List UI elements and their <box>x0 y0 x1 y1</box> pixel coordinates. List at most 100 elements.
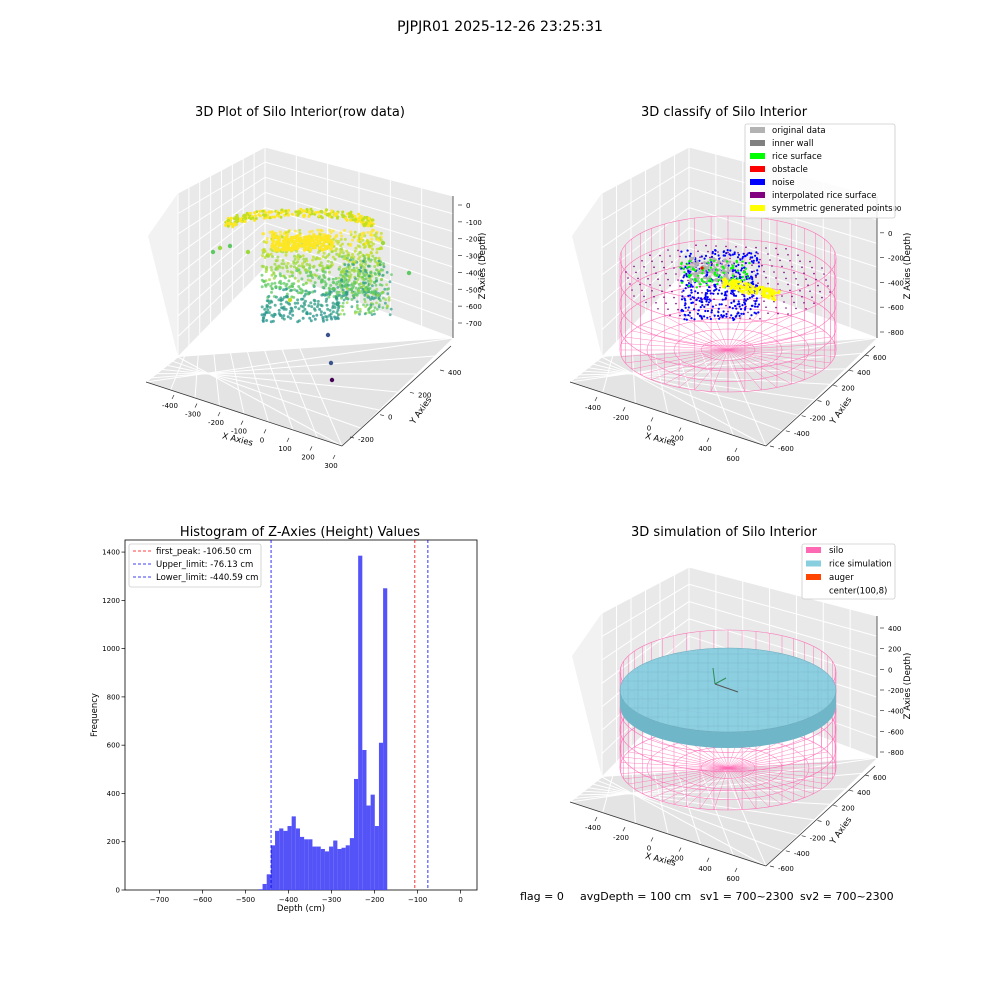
data-point <box>366 231 370 234</box>
y-tick-label: -600 <box>778 865 794 873</box>
noise-point <box>730 314 733 317</box>
data-point <box>354 277 357 281</box>
interpolated-point <box>627 277 629 279</box>
interpolated-point <box>755 246 757 249</box>
noise-point <box>737 271 740 274</box>
rice-surface-point <box>731 264 734 267</box>
interpolated-point <box>717 251 719 253</box>
data-point <box>321 255 325 259</box>
data-point <box>281 258 285 262</box>
data-point <box>345 292 349 295</box>
legend-swatch <box>750 205 765 211</box>
data-point <box>292 265 296 269</box>
data-point <box>308 230 312 234</box>
data-point <box>243 220 247 223</box>
grid-line <box>194 334 201 399</box>
noise-point <box>731 270 734 273</box>
histogram-bar <box>324 851 330 890</box>
interpolated-point <box>759 258 761 261</box>
outlier-point <box>325 332 331 338</box>
x-tick <box>217 411 221 417</box>
data-point <box>349 258 352 262</box>
data-point <box>308 240 312 245</box>
data-point <box>305 262 309 266</box>
data-point <box>308 264 312 268</box>
data-point <box>333 257 337 261</box>
data-point <box>318 307 322 311</box>
data-point <box>367 307 371 310</box>
data-point <box>295 249 299 253</box>
data-point <box>286 301 290 305</box>
rice-side <box>620 690 836 748</box>
z-tick-label: -400 <box>888 708 904 716</box>
noise-point <box>696 312 700 315</box>
interpolated-point <box>793 301 795 304</box>
original-point <box>706 277 709 281</box>
z-tick-label: 400 <box>888 625 901 633</box>
p1-axes-box <box>145 146 454 447</box>
interpolated-point <box>769 259 771 261</box>
data-point <box>360 285 363 289</box>
data-point <box>270 230 274 234</box>
data-point <box>308 316 312 320</box>
data-point <box>329 315 333 319</box>
noise-point <box>713 314 716 317</box>
x-tick-label: -400 <box>585 824 601 832</box>
data-point <box>282 314 286 318</box>
data-point <box>293 254 296 258</box>
noise-point <box>736 312 739 315</box>
interpolated-point <box>729 257 731 260</box>
data-point <box>372 293 376 296</box>
original-point <box>726 266 730 270</box>
data-point <box>373 312 376 316</box>
noise-point <box>727 264 730 267</box>
symmetric-point <box>742 291 746 295</box>
histogram-bar <box>283 830 288 890</box>
panel-histogram: Histogram of Z-Axies (Height) Values −70… <box>90 525 478 914</box>
data-point <box>341 291 345 295</box>
data-point <box>367 257 370 261</box>
grid-line <box>674 282 734 436</box>
noise-point <box>680 298 684 301</box>
data-point <box>316 228 320 232</box>
y-tick-label: 0 <box>388 414 392 422</box>
grid-line <box>601 618 878 684</box>
data-point <box>290 309 294 313</box>
data-point <box>284 209 288 213</box>
noise-point <box>724 298 727 301</box>
noise-point <box>685 272 688 275</box>
interpolated-point <box>651 260 653 263</box>
data-point <box>358 310 362 313</box>
data-point <box>342 298 346 302</box>
data-point <box>285 266 289 270</box>
data-point <box>298 255 302 259</box>
data-point <box>286 269 290 273</box>
x-tick <box>678 847 682 852</box>
y-tick-label: 400 <box>448 369 461 377</box>
noise-point <box>716 292 720 295</box>
data-point <box>324 315 328 319</box>
interpolated-point <box>633 295 635 297</box>
original-point <box>713 278 716 282</box>
data-point <box>302 257 306 261</box>
interpolated-point <box>699 286 701 288</box>
y-tick-label: 0 <box>826 400 830 408</box>
data-point <box>233 223 236 226</box>
symmetric-point <box>770 297 774 301</box>
data-point <box>371 247 374 251</box>
data-point <box>293 257 297 261</box>
symmetric-point <box>731 286 735 289</box>
data-point <box>323 311 326 315</box>
z-tick-label: -400 <box>888 279 904 287</box>
figure-suptitle: PJPJR01 2025-12-26 23:25:31 <box>397 19 603 35</box>
data-point <box>277 308 281 312</box>
data-point <box>347 253 351 257</box>
interpolated-point <box>709 316 711 318</box>
noise-point <box>703 315 706 318</box>
interpolated-point <box>803 302 805 304</box>
interpolated-point <box>665 302 667 305</box>
data-point <box>260 264 264 268</box>
data-point <box>288 275 292 278</box>
data-point <box>341 210 345 214</box>
z-tick-label: -600 <box>888 304 904 312</box>
